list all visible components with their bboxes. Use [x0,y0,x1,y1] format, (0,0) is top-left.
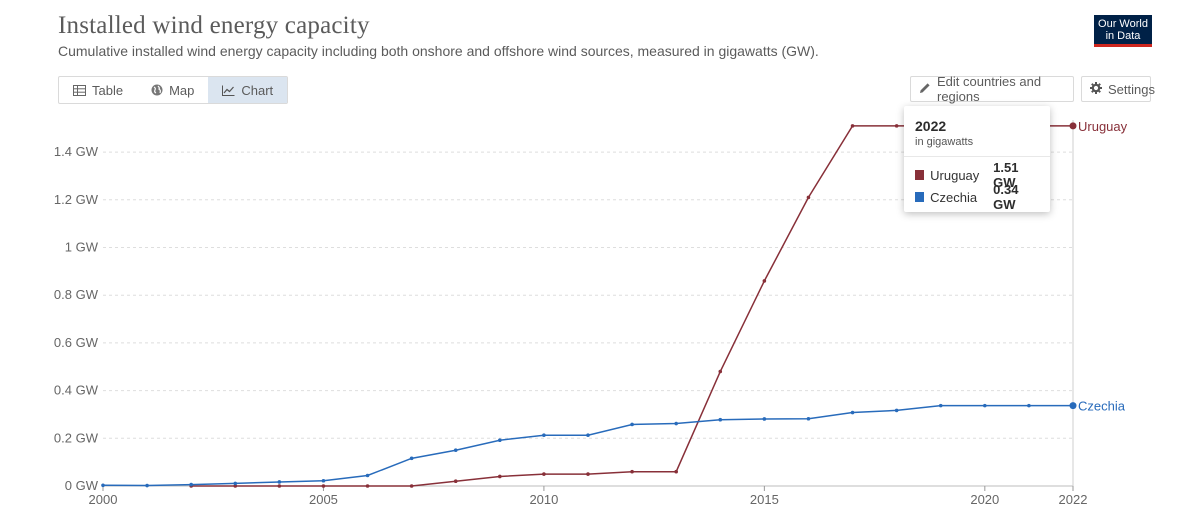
tab-map[interactable]: Map [137,77,208,103]
tab-table-label: Table [92,82,124,98]
tooltip-year: 2022 [915,118,947,134]
data-point-czechia[interactable] [983,403,987,408]
tooltip-value-czechia: 0.34 GW [993,182,1019,212]
data-point-czechia[interactable] [718,417,723,422]
x-tick-label: 2005 [309,492,338,507]
data-point-czechia[interactable] [762,417,767,421]
data-point-uruguay[interactable] [409,484,414,488]
tooltip-row-czechia: Czechia 0.34 GW [915,182,1040,212]
tooltip-name-czechia: Czechia [930,189,978,205]
data-point-uruguay[interactable] [806,195,811,200]
data-point-czechia[interactable] [938,403,943,408]
edit-countries-button[interactable]: Edit countries and regions [910,74,1074,104]
y-tick-label: 1.4 GW [54,144,99,159]
tab-chart[interactable]: Chart [208,77,288,103]
data-point-uruguay[interactable] [1069,122,1077,130]
data-point-czechia[interactable] [674,421,678,426]
y-tick-label: 0.2 GW [54,430,99,445]
y-tick-label: 0.6 GW [54,335,99,350]
hover-tooltip: 2022 in gigawatts Uruguay 1.51 GW Czechi… [904,106,1050,212]
data-point-czechia[interactable] [233,481,238,486]
data-point-czechia[interactable] [277,480,282,484]
data-point-czechia[interactable] [101,483,105,488]
y-tick-label: 1 GW [65,240,99,255]
x-tick-label: 2022 [1059,492,1088,507]
data-point-uruguay[interactable] [542,472,546,476]
data-point-czechia[interactable] [409,456,414,461]
data-point-czechia[interactable] [1069,402,1077,410]
y-tick-label: 1.2 GW [54,192,99,207]
data-point-czechia[interactable] [1027,403,1031,408]
y-tick-label: 0 GW [65,478,99,493]
data-point-czechia[interactable] [189,482,193,487]
data-point-uruguay[interactable] [894,124,899,128]
tooltip-value-uruguay: 1.51 GW [993,160,1019,190]
settings-label: Settings [1108,81,1155,97]
data-point-uruguay[interactable] [365,484,370,488]
data-point-czechia[interactable] [850,410,855,415]
data-point-uruguay[interactable] [498,474,502,479]
tooltip-divider [904,156,1050,157]
x-tick-label: 2010 [529,492,558,507]
tooltip-swatch-uruguay [915,170,925,180]
logo-line-1: Our World [1098,18,1148,30]
table-icon [73,84,86,96]
series-label-uruguay[interactable]: Uruguay [1078,119,1128,134]
data-point-uruguay[interactable] [630,469,634,474]
logo-line-2: in Data [1105,30,1141,42]
data-point-czechia[interactable] [453,448,458,453]
data-point-czechia[interactable] [321,478,326,483]
view-tabs: Table Map Chart [58,76,289,104]
data-point-uruguay[interactable] [321,484,326,488]
tooltip-row-uruguay: Uruguay 1.51 GW [915,160,1040,190]
y-tick-label: 0.8 GW [54,287,99,302]
chart-subtitle: Cumulative installed wind energy capacit… [58,43,819,59]
data-point-uruguay[interactable] [586,472,590,476]
data-point-czechia[interactable] [630,422,634,427]
tab-table[interactable]: Table [59,77,137,103]
pencil-icon [919,82,931,97]
data-point-czechia[interactable] [806,416,811,421]
data-point-uruguay[interactable] [762,279,767,283]
x-tick-label: 2000 [89,492,118,507]
series-label-czechia[interactable]: Czechia [1078,399,1126,414]
tooltip-swatch-czechia [915,192,925,202]
data-point-czechia[interactable] [542,433,546,437]
globe-icon [151,84,163,96]
tooltip-unit: in gigawatts [915,136,974,148]
x-tick-label: 2015 [750,492,779,507]
data-point-uruguay[interactable] [850,124,855,128]
x-tick-label: 2020 [970,492,999,507]
tab-map-label: Map [169,82,195,98]
data-point-czechia[interactable] [498,438,502,443]
data-point-uruguay[interactable] [233,484,238,488]
owid-logo[interactable]: Our World in Data [1094,15,1152,47]
edit-countries-label: Edit countries and regions [937,74,1042,104]
chart-title: Installed wind energy capacity [58,12,370,39]
tab-chart-label: Chart [241,82,274,98]
y-tick-label: 0.4 GW [54,383,99,398]
data-point-czechia[interactable] [145,483,149,488]
settings-button[interactable]: Settings [1081,76,1155,102]
data-point-czechia[interactable] [365,473,370,478]
data-point-uruguay[interactable] [277,484,282,488]
data-point-uruguay[interactable] [718,369,723,374]
data-point-czechia[interactable] [894,408,899,413]
gear-icon [1090,81,1102,97]
tooltip-name-uruguay: Uruguay [930,167,980,183]
data-point-czechia[interactable] [586,433,590,437]
line-chart-icon [222,85,235,96]
data-point-uruguay[interactable] [453,479,458,484]
data-point-uruguay[interactable] [674,469,678,474]
